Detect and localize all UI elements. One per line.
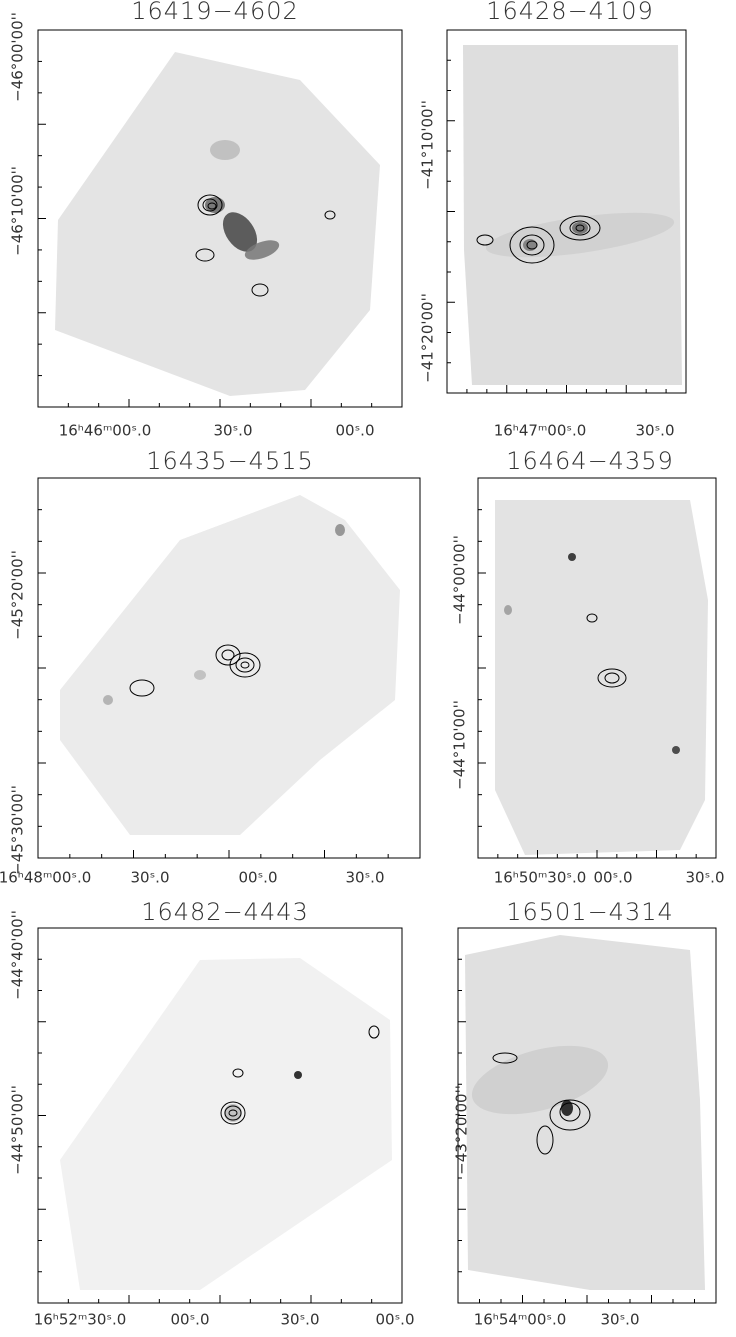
contour [368, 1025, 380, 1039]
contour [232, 1068, 244, 1078]
image-feature [672, 746, 680, 754]
y-tick-label: −44°00'00'' [451, 535, 469, 625]
y-tick-label: −41°20'00'' [419, 293, 437, 383]
x-tick-label: 30ˢ.0 [346, 869, 385, 887]
x-tick-label: 16ʰ48ᵐ00ˢ.0 [0, 869, 91, 887]
image-feature [294, 1071, 302, 1079]
contour [586, 613, 598, 623]
contour [559, 1102, 581, 1122]
contour [526, 240, 538, 250]
contour [519, 234, 545, 256]
panel-title: 16419−4602 [131, 0, 299, 25]
panel: 16435−4515 16ʰ48ᵐ00ˢ.0 30ˢ.0 00ˢ.0 30ˢ.0 −45°… [0, 447, 421, 887]
contour [251, 283, 269, 297]
panel-title: 16464−4359 [506, 447, 674, 475]
x-tick-label: 16ʰ52ᵐ30ˢ.0 [34, 1311, 127, 1329]
image-feature [194, 670, 206, 680]
y-tick-label: −43°20'00'' [453, 1085, 471, 1175]
contour [559, 215, 601, 241]
x-tick-label: 00ˢ.0 [594, 869, 633, 887]
contour [569, 220, 591, 236]
contour [509, 226, 555, 264]
contour [221, 649, 235, 661]
contour [492, 1052, 518, 1064]
x-tick-label: 30ˢ.0 [686, 869, 725, 887]
x-tick-label: 16ʰ47ᵐ00ˢ.0 [494, 422, 587, 440]
x-tick-label: 00ˢ.0 [171, 1311, 210, 1329]
image-feature [561, 1100, 573, 1116]
contour [240, 661, 250, 669]
x-tick-label: 30ˢ.0 [131, 869, 170, 887]
contour [129, 679, 155, 697]
contour [235, 657, 255, 673]
image-feature [210, 140, 240, 160]
contour [536, 1125, 554, 1155]
contour [597, 668, 627, 688]
contour [202, 198, 218, 212]
panel: 16464−4359 16ʰ50ᵐ30ˢ.0 00ˢ.0 30ˢ.0 −44°00'00… [451, 447, 725, 887]
x-tick-label: 00ˢ.0 [336, 422, 375, 440]
x-tick-label: 16ʰ54ᵐ00ˢ.0 [474, 1311, 567, 1329]
y-tick-label: −45°20'00'' [9, 550, 27, 640]
contour [228, 1109, 238, 1117]
image-footprint [55, 52, 380, 396]
contour [197, 194, 223, 216]
panel-title: 16435−4515 [146, 447, 314, 475]
image-feature [523, 239, 537, 251]
panel: 16501−4314 16ʰ54ᵐ00ˢ.0 30ˢ.0 −43°20'00'' [453, 898, 717, 1329]
y-tick-label: −44°10'00'' [451, 700, 469, 790]
x-tick-label: 30ˢ.0 [214, 422, 253, 440]
panel-title: 16482−4443 [141, 898, 309, 926]
contour [195, 248, 215, 262]
image-feature [568, 553, 576, 561]
image-footprint [463, 45, 682, 385]
contour [220, 1101, 246, 1125]
y-tick-label: −41°10'00'' [419, 100, 437, 190]
contour [324, 210, 336, 220]
image-feature [103, 695, 113, 705]
panel-title: 16501−4314 [506, 898, 674, 926]
image-footprint [60, 958, 392, 1290]
y-tick-label: −44°40'00'' [9, 910, 27, 1000]
x-tick-label: 30ˢ.0 [281, 1311, 320, 1329]
panel: 16428−4109 16ʰ47ᵐ00ˢ.0 30ˢ.0 −41°10'00'' −41… [419, 0, 687, 440]
image-footprint [495, 500, 708, 855]
contour [604, 672, 620, 684]
x-tick-label: 16ʰ50ᵐ30ˢ.0 [494, 869, 587, 887]
contour [476, 234, 494, 246]
x-tick-label: 30ˢ.0 [601, 1311, 640, 1329]
contour [207, 202, 217, 210]
image-feature [222, 212, 258, 252]
panel-title: 16428−4109 [486, 0, 654, 25]
contour [549, 1099, 591, 1131]
y-tick-label: −46°00'00'' [9, 12, 27, 102]
contour [229, 652, 261, 678]
image-feature [335, 524, 345, 536]
image-feature [572, 222, 588, 234]
x-tick-label: 30ˢ.0 [636, 422, 675, 440]
x-tick-label: 16ʰ46ᵐ00ˢ.0 [59, 422, 152, 440]
contour [224, 1105, 242, 1121]
y-tick-label: −45°30'00'' [9, 785, 27, 875]
image-feature [244, 240, 280, 260]
image-feature [504, 605, 512, 615]
panel: 16482−4443 16ʰ52ᵐ30ˢ.0 00ˢ.0 30ˢ.0 00ˢ.0 −44°… [9, 898, 415, 1329]
panel: 16419−4602 16ʰ46ᵐ00ˢ.0 30ˢ.0 00ˢ.0 −46°00'00… [9, 0, 403, 440]
contour [215, 644, 241, 666]
image-footprint [465, 935, 705, 1290]
x-tick-label: 00ˢ.0 [376, 1311, 415, 1329]
y-tick-label: −46°10'00'' [9, 166, 27, 256]
y-tick-label: −44°50'00'' [9, 1085, 27, 1175]
contour [575, 224, 585, 232]
x-tick-label: 00ˢ.0 [239, 869, 278, 887]
image-feature [224, 1104, 242, 1122]
